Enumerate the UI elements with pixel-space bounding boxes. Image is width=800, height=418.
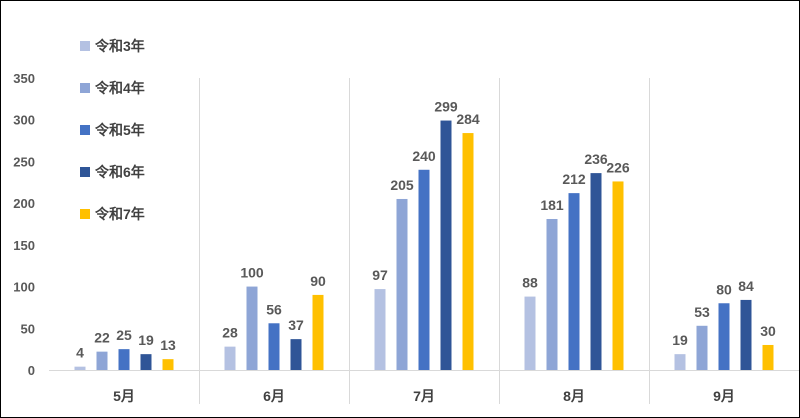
- data-label: 80: [716, 281, 732, 297]
- bar: [696, 325, 708, 370]
- y-tick-label: 250: [13, 154, 35, 169]
- bar: [418, 169, 430, 370]
- bar: [762, 344, 774, 370]
- bar: [546, 218, 558, 370]
- data-label: 236: [584, 151, 608, 167]
- data-label: 30: [760, 323, 776, 339]
- data-label: 100: [240, 265, 264, 281]
- bar: [374, 289, 386, 370]
- bar: [224, 346, 236, 370]
- data-label: 212: [562, 171, 586, 187]
- data-label: 240: [412, 148, 436, 164]
- x-category-label: 6月: [263, 388, 285, 404]
- bar: [440, 120, 452, 370]
- x-category-label: 9月: [713, 388, 735, 404]
- legend-swatch: [80, 125, 90, 135]
- y-tick-label: 0: [28, 363, 35, 378]
- data-label: 299: [434, 99, 458, 115]
- bar: [268, 323, 280, 370]
- bar: [162, 359, 174, 370]
- data-label: 88: [522, 275, 538, 291]
- bar: [740, 299, 752, 370]
- data-label: 53: [694, 304, 710, 320]
- y-tick-label: 300: [13, 113, 35, 128]
- data-label: 226: [606, 159, 630, 175]
- legend-label: 令和6年: [94, 164, 145, 180]
- legend-label: 令和4年: [94, 80, 145, 96]
- data-label: 205: [390, 177, 414, 193]
- legend-swatch: [80, 83, 90, 93]
- data-label: 19: [672, 332, 688, 348]
- y-tick-label: 150: [13, 238, 35, 253]
- data-label: 97: [372, 267, 388, 283]
- bar: [396, 198, 408, 370]
- data-label: 4: [76, 345, 84, 361]
- x-category-label: 7月: [413, 388, 435, 404]
- legend-swatch: [80, 167, 90, 177]
- y-tick-label: 100: [13, 280, 35, 295]
- legend-swatch: [80, 41, 90, 51]
- data-label: 181: [540, 197, 564, 213]
- bar: [74, 366, 86, 370]
- y-tick-label: 350: [13, 71, 35, 86]
- bar: [462, 133, 474, 370]
- legend-label: 令和5年: [94, 122, 145, 138]
- data-label: 25: [116, 327, 132, 343]
- bar: [312, 294, 324, 370]
- legend-swatch: [80, 209, 90, 219]
- bar: [118, 349, 130, 370]
- data-label: 37: [288, 317, 304, 333]
- data-label: 56: [266, 301, 282, 317]
- data-label: 19: [138, 332, 154, 348]
- bar: [246, 286, 258, 370]
- data-label: 284: [456, 111, 480, 127]
- y-tick-label: 50: [21, 321, 35, 336]
- x-category-label: 8月: [563, 388, 585, 404]
- bar: [290, 339, 302, 370]
- bar: [612, 181, 624, 370]
- bar: [718, 303, 730, 370]
- data-label: 13: [160, 337, 176, 353]
- data-label: 90: [310, 273, 326, 289]
- bar: [96, 351, 108, 370]
- bar: [674, 354, 686, 370]
- bar: [568, 193, 580, 370]
- data-label: 84: [738, 278, 754, 294]
- bar: [590, 173, 602, 370]
- y-tick-label: 200: [13, 196, 35, 211]
- data-label: 28: [222, 325, 238, 341]
- x-category-label: 5月: [113, 388, 135, 404]
- legend-label: 令和3年: [94, 38, 145, 54]
- legend-label: 令和7年: [94, 206, 145, 222]
- data-label: 22: [94, 330, 110, 346]
- bar: [524, 296, 536, 370]
- bar: [140, 354, 152, 370]
